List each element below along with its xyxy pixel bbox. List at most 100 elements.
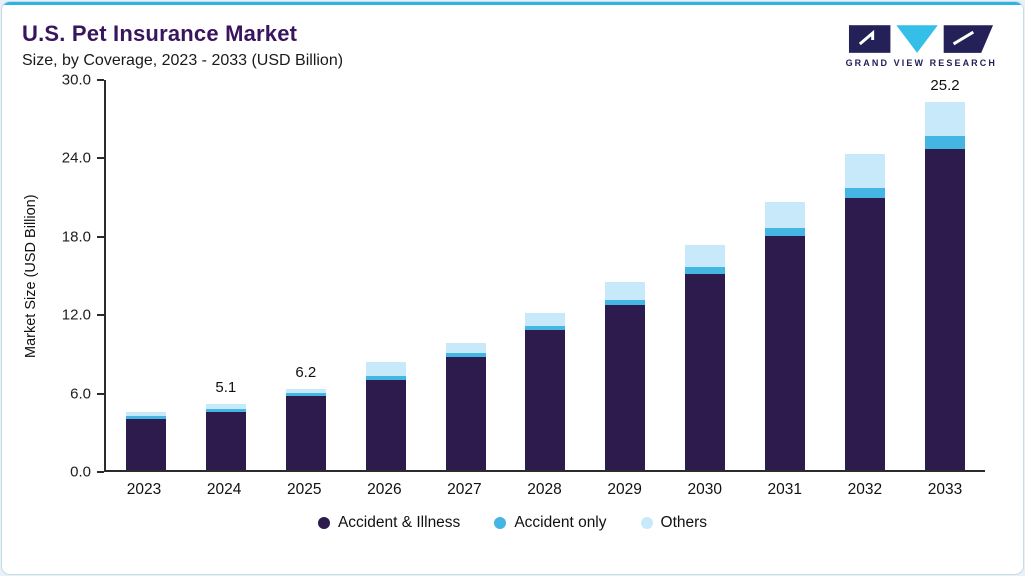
bar-segment-accident-illness (445, 356, 486, 470)
bar-stack (845, 80, 886, 470)
bar-segment-accident-only (685, 267, 726, 274)
bar-segment-accident-only (845, 187, 886, 199)
top-accent-line (2, 2, 1023, 5)
bar-segment-accident-illness (365, 380, 406, 470)
bar-stack (525, 80, 566, 470)
bar-segment-accident-only (365, 376, 406, 381)
bar-value-label: 5.1 (215, 378, 237, 396)
bar-segment-accident-illness (525, 329, 566, 470)
y-tick-mark (97, 79, 104, 81)
bar-segment-accident-only (605, 299, 646, 305)
bar-segment-others (365, 362, 406, 377)
bar-stack (765, 80, 806, 470)
legend-marker-icon (317, 517, 330, 529)
y-tick-label: 24.0 (61, 149, 91, 167)
bar-segment-accident-illness (205, 411, 246, 470)
title-block: U.S. Pet Insurance Market Size, by Cover… (22, 21, 343, 70)
legend-item-accident-only: Accident only (494, 514, 607, 532)
y-axis-title: Market Size (USD Billion) (23, 194, 39, 358)
y-tick-label: 0.0 (70, 463, 91, 481)
bar-segment-accident-illness (285, 395, 326, 470)
bar-column-2023 (106, 80, 186, 470)
bar-segment-others (845, 154, 886, 188)
grand-view-research-logo: GRAND VIEW RESEARCH (846, 21, 997, 68)
legend-marker-icon (494, 517, 507, 529)
y-tick-mark (97, 314, 104, 317)
bar-value-label: 6.2 (295, 364, 317, 382)
bar-stack (205, 80, 246, 470)
bar-stack (685, 80, 726, 470)
chart-title: U.S. Pet Insurance Market (22, 21, 298, 46)
legend-label: Accident & Illness (337, 514, 461, 531)
bar-stack (365, 80, 406, 470)
bar-column-2027 (426, 80, 506, 470)
x-tick-label: 2033 (927, 481, 963, 498)
bar-segment-others (605, 281, 646, 300)
bar-segment-others (285, 389, 326, 394)
x-axis-labels: 2023 2024 2025 2026 2027 2028 2029 2030 2031 2032… (104, 472, 985, 502)
x-tick-label: 2025 (286, 481, 322, 498)
logo-mark-icon (849, 25, 994, 53)
bar-segment-accident-only (925, 135, 966, 149)
y-tick-label: 12.0 (61, 306, 91, 324)
bar-segment-accident-illness (685, 273, 726, 470)
bar-segment-accident-illness (605, 304, 646, 470)
plot-area: 5.1 6.2 25.2 (104, 77, 985, 472)
bar-column-2031 (745, 80, 825, 470)
legend: Accident & Illness Accident only Others (2, 502, 1023, 532)
bar-stack (445, 80, 486, 470)
x-tick-label: 2023 (126, 481, 162, 498)
x-tick-label: 2027 (447, 481, 482, 498)
bar-column-2032 (825, 80, 905, 470)
y-axis: 0.0 6.0 12.0 18.0 24.0 30.0 (48, 72, 104, 481)
y-tick-label: 18.0 (61, 228, 91, 246)
x-tick-label: 2026 (367, 481, 402, 498)
bar-segment-accident-illness (925, 148, 966, 470)
bar-segment-accident-illness (845, 198, 886, 470)
chart: Market Size (USD Billion) 0.0 6.0 12.0 18.0… (2, 70, 1023, 502)
bar-segment-accident-only (525, 325, 566, 330)
legend-label: Accident only (514, 514, 607, 531)
y-tick-mark (97, 471, 104, 473)
bar-value-label: 25.2 (930, 77, 960, 95)
bar-segment-others (685, 245, 726, 268)
y-tick-mark (97, 157, 104, 160)
bar-segment-others (445, 342, 486, 354)
bar-segment-others (525, 312, 566, 326)
x-tick-label: 2029 (607, 481, 642, 498)
legend-label: Others (660, 514, 708, 531)
y-tick-mark (97, 392, 104, 395)
header: U.S. Pet Insurance Market Size, by Cover… (2, 5, 1023, 70)
bar-column-2024: 5.1 (186, 80, 266, 470)
bar-segment-accident-only (445, 353, 486, 357)
bar-segment-others (205, 403, 246, 409)
x-tick-label: 2032 (847, 481, 883, 498)
bar-column-2028 (506, 80, 586, 470)
bar-segment-others (125, 411, 166, 417)
bar-column-2026 (346, 80, 426, 470)
bar-segment-accident-illness (765, 236, 806, 470)
legend-item-accident-illness: Accident & Illness (317, 514, 461, 532)
bar-segment-others (925, 102, 966, 136)
x-tick-label: 2031 (767, 481, 803, 498)
logo-text: GRAND VIEW RESEARCH (845, 58, 997, 68)
bar-segment-accident-only (765, 228, 806, 236)
bar-column-2029 (585, 80, 665, 470)
bar-column-2033: 25.2 (905, 77, 985, 470)
x-tick-label: 2028 (527, 481, 562, 498)
y-tick-label: 6.0 (70, 385, 91, 403)
bar-stack (285, 80, 326, 470)
bar-column-2030 (665, 80, 745, 470)
y-tick-mark (97, 235, 104, 238)
bar-stack (605, 80, 646, 470)
bar-stack (125, 80, 166, 470)
legend-item-others: Others (640, 514, 708, 532)
x-tick-label: 2024 (206, 481, 242, 498)
legend-marker-icon (640, 517, 653, 529)
bar-segment-accident-only (125, 416, 166, 420)
bar-column-2025: 6.2 (266, 80, 346, 470)
x-tick-label: 2030 (687, 481, 722, 498)
bar-segment-accident-illness (125, 419, 166, 470)
